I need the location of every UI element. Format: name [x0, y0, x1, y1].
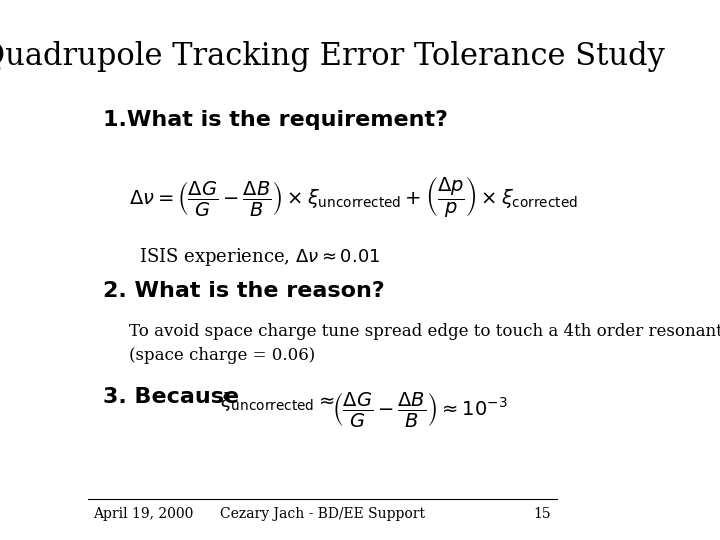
Text: $\xi_{\mathrm{uncorrected}} \approx$: $\xi_{\mathrm{uncorrected}} \approx$: [220, 390, 335, 413]
Text: Quadrupole Tracking Error Tolerance Study: Quadrupole Tracking Error Tolerance Stud…: [0, 42, 665, 72]
Text: (space charge = 0.06): (space charge = 0.06): [129, 347, 315, 364]
Text: $\Delta\nu = \left(\dfrac{\Delta G}{G} - \dfrac{\Delta B}{B}\right) \times \xi_{: $\Delta\nu = \left(\dfrac{\Delta G}{G} -…: [129, 174, 577, 219]
Text: ISIS experience, $\Delta\nu \approx 0.01$: ISIS experience, $\Delta\nu \approx 0.01…: [139, 246, 380, 268]
Text: 15: 15: [534, 507, 552, 521]
Text: To avoid space charge tune spread edge to touch a 4th order resonant line: To avoid space charge tune spread edge t…: [129, 323, 720, 340]
Text: 1.What is the requirement?: 1.What is the requirement?: [103, 111, 449, 131]
Text: Cezary Jach - BD/EE Support: Cezary Jach - BD/EE Support: [220, 507, 425, 521]
Text: $\left(\dfrac{\Delta G}{G} - \dfrac{\Delta B}{B}\right) \approx 10^{-3}$: $\left(\dfrac{\Delta G}{G} - \dfrac{\Del…: [333, 390, 508, 429]
Text: 2. What is the reason?: 2. What is the reason?: [103, 281, 385, 301]
Text: 3. Because: 3. Because: [103, 387, 239, 407]
Text: April 19, 2000: April 19, 2000: [93, 507, 194, 521]
